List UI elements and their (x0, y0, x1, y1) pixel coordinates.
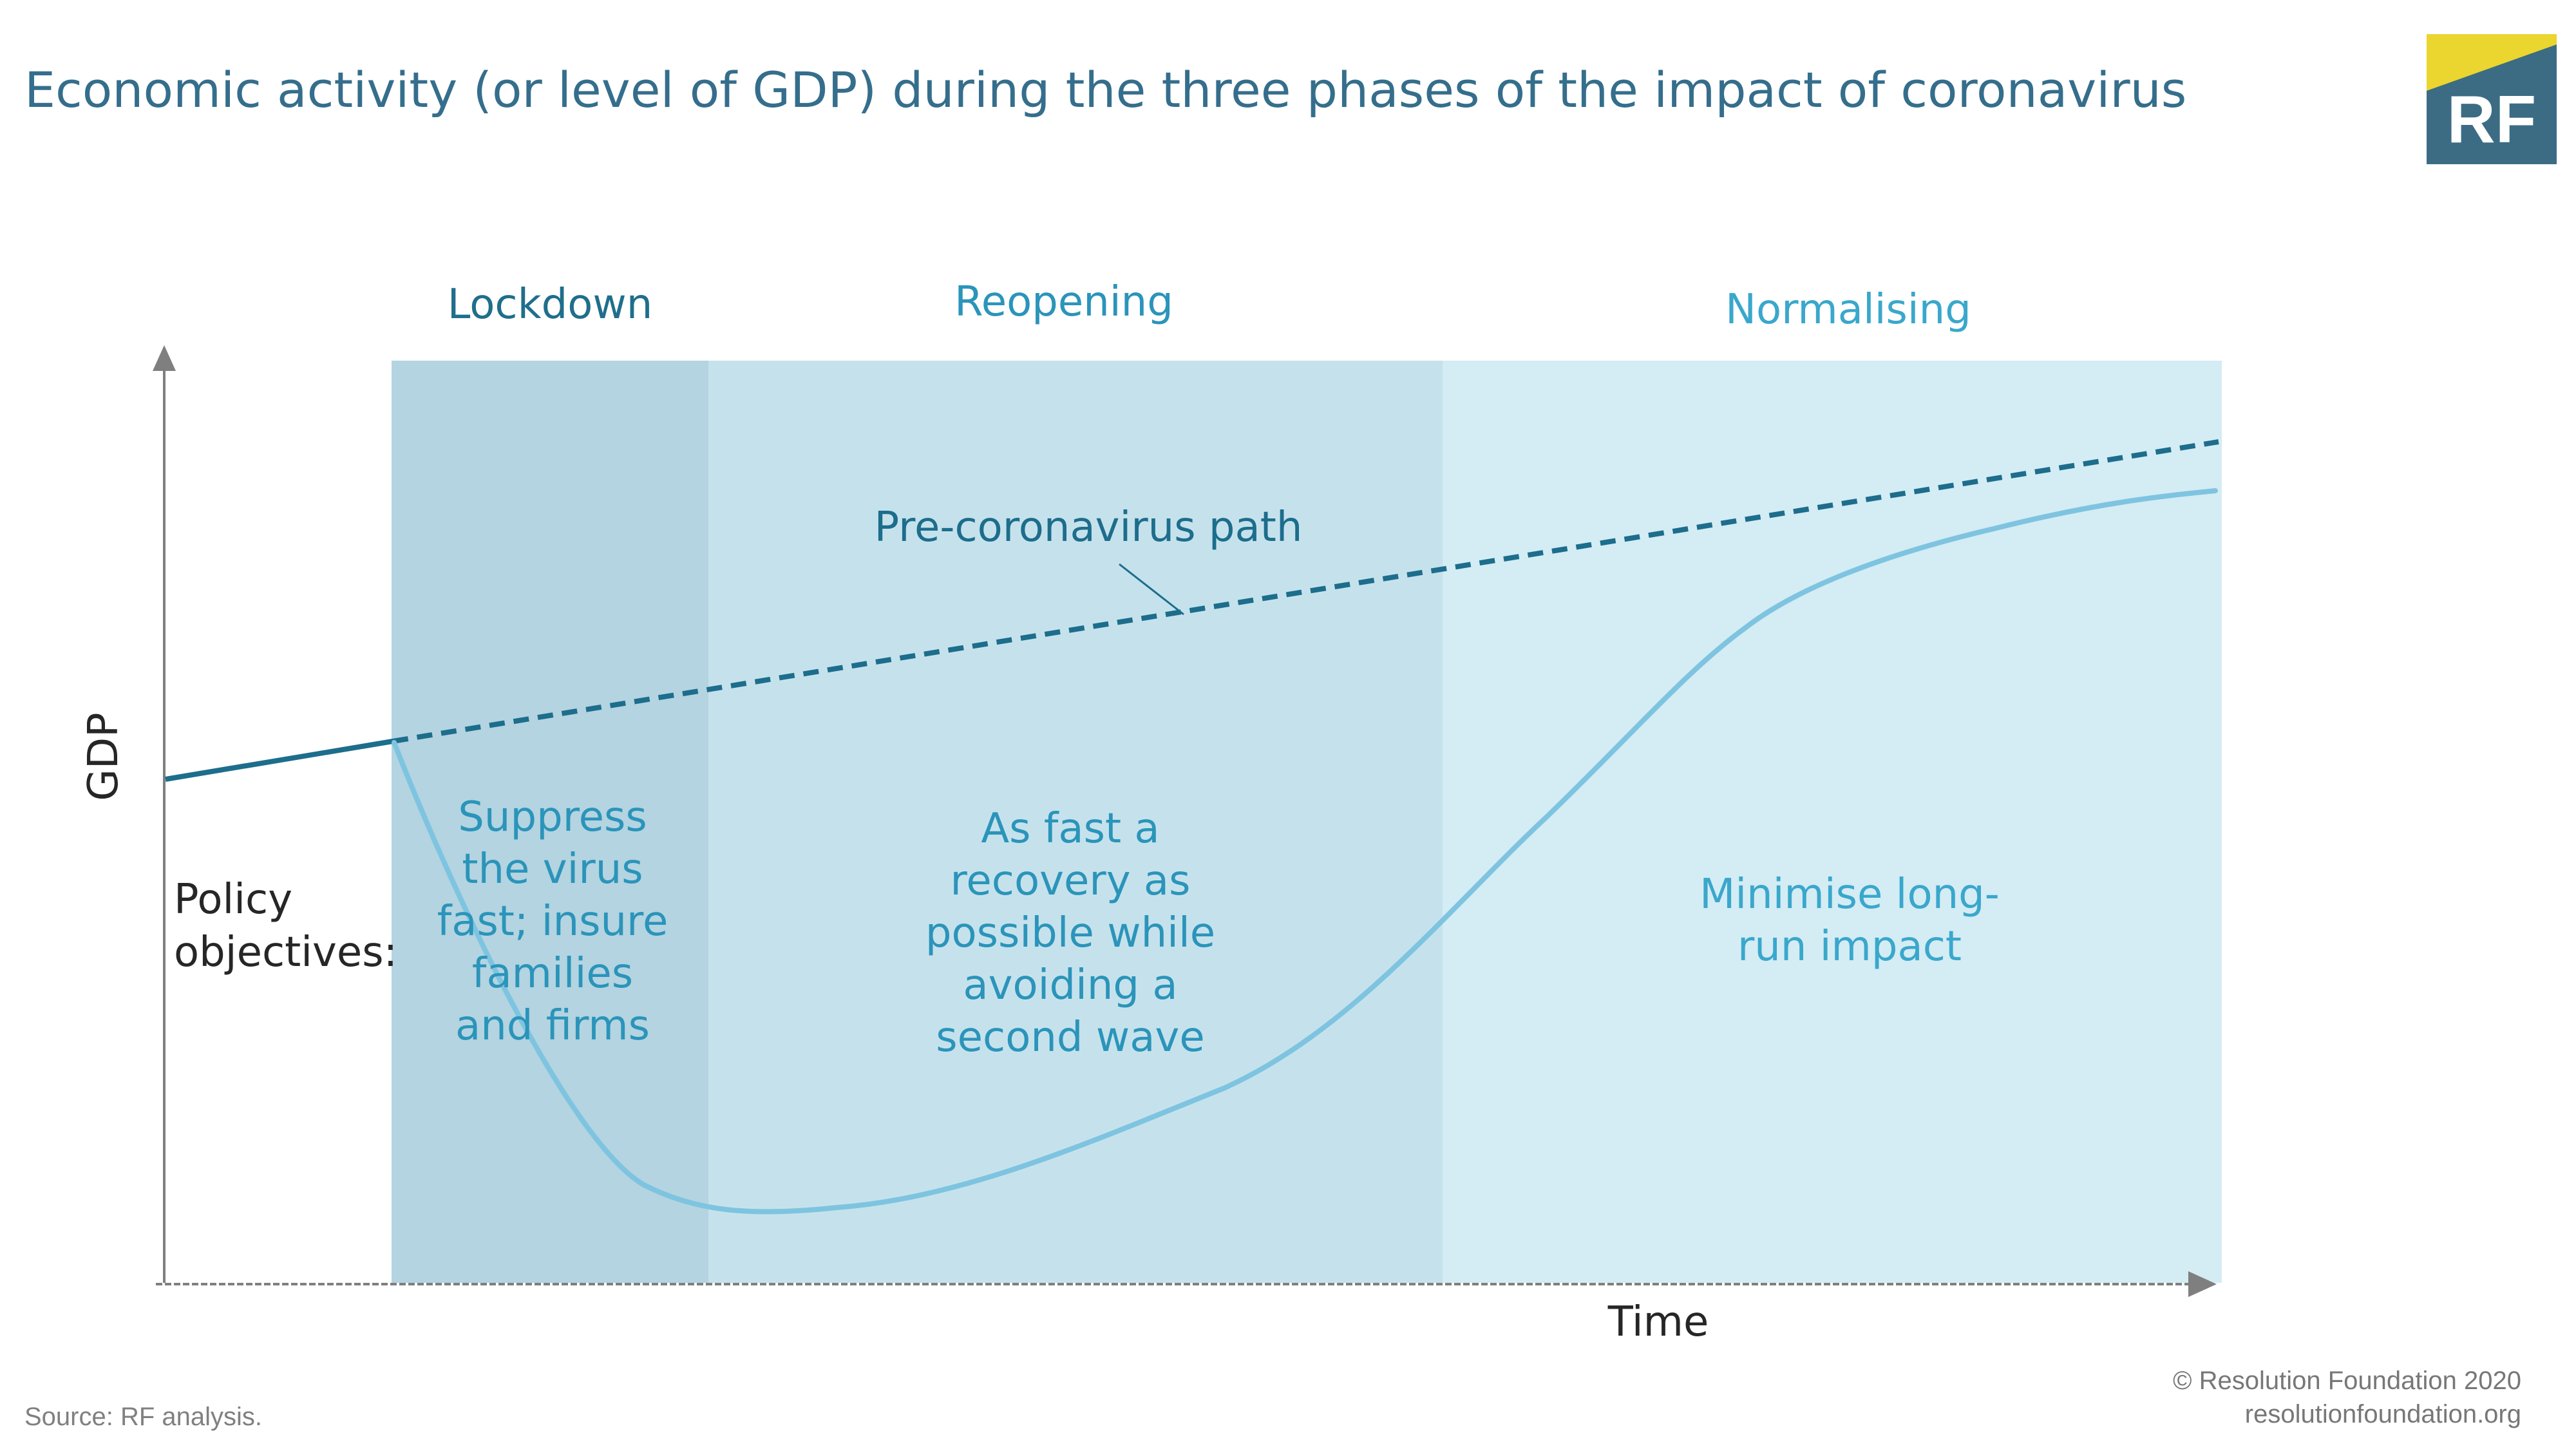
lockdown-objective-line: and firms (455, 1002, 650, 1050)
lockdown-objective-line: the virus (462, 846, 643, 893)
reopening-objective-line: second wave (936, 1014, 1204, 1061)
lockdown-objective-line: fast; insure (437, 898, 668, 945)
reopening-objective-line: As fast a (981, 805, 1159, 853)
logo-text: RF (2447, 82, 2537, 157)
copyright-block: © Resolution Foundation 2020 resolutionf… (2173, 1364, 2521, 1431)
y-axis-arrow (153, 345, 176, 371)
reopening-objective-line: possible while (925, 909, 1215, 957)
x-axis-arrow (2188, 1271, 2217, 1297)
chart-title: Economic activity (or level of GDP) duri… (24, 61, 2187, 118)
logo-yellow-band (2427, 34, 2557, 91)
policy-label-line-2: objectives: (174, 929, 397, 976)
normalising-objective-text: Minimise long- run impact (1700, 871, 2000, 971)
phase-label-reopening: Reopening (954, 278, 1173, 326)
lockdown-objective-text: Suppress the virus fast; insure families… (437, 793, 668, 1050)
pre-path-label: Pre-coronavirus path (875, 504, 1303, 551)
lockdown-objective-line: Suppress (458, 793, 647, 841)
y-axis-label: GDP (80, 712, 128, 800)
pre-coronavirus-solid-line (165, 739, 393, 782)
lockdown-objective-line: families (472, 950, 633, 998)
actual-gdp-path (392, 488, 2218, 1215)
reopening-objective-line: recovery as (951, 857, 1191, 905)
normalising-band (1443, 361, 2222, 1283)
source-note: Source: RF analysis. (24, 1403, 263, 1431)
phase-label-lockdown: Lockdown (448, 281, 653, 328)
reopening-objective-line: avoiding a (963, 961, 1177, 1009)
pre-coronavirus-dashed-line (392, 439, 2219, 744)
reopening-band (708, 361, 1443, 1283)
x-axis-label: Time (1607, 1298, 1709, 1346)
website-line: resolutionfoundation.org (2244, 1400, 2521, 1428)
pre-path-callout-line (1119, 563, 1184, 616)
reopening-objective-text: As fast a recovery as possible while avo… (925, 805, 1215, 1061)
normalising-objective-line: Minimise long- (1700, 871, 2000, 918)
normalising-objective-line: run impact (1738, 923, 1962, 971)
copyright-line: © Resolution Foundation 2020 (2173, 1367, 2521, 1395)
lockdown-band (392, 361, 708, 1283)
phase-label-normalising: Normalising (1725, 286, 1971, 334)
policy-label-line-1: Policy (174, 876, 292, 923)
rf-logo: RF (2427, 34, 2557, 164)
